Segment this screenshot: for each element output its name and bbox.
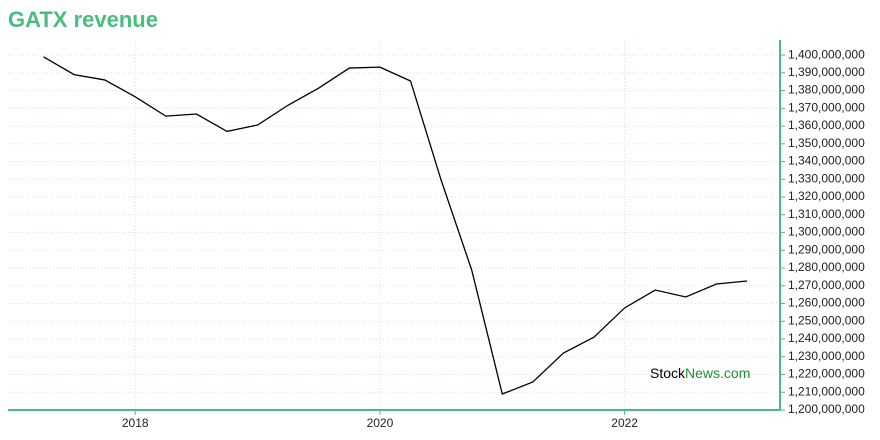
y-tick-label: 1,370,000,000 [788,100,865,114]
y-tick-label: 1,230,000,000 [788,349,865,363]
x-tick-label: 2022 [611,416,638,430]
y-tick-label: 1,350,000,000 [788,136,865,150]
watermark-news: News.com [685,365,750,381]
y-tick-label: 1,390,000,000 [788,65,865,79]
y-tick-label: 1,290,000,000 [788,242,865,256]
y-tick-label: 1,340,000,000 [788,154,865,168]
y-tick-label: 1,200,000,000 [788,402,865,416]
x-tick-label: 2020 [367,416,394,430]
y-tick-label: 1,310,000,000 [788,207,865,221]
y-tick-label: 1,380,000,000 [788,83,865,97]
y-tick-label: 1,400,000,000 [788,47,865,61]
y-tick-label: 1,360,000,000 [788,118,865,132]
y-tick-label: 1,330,000,000 [788,171,865,185]
y-tick-label: 1,220,000,000 [788,367,865,381]
watermark: StockNews.com [650,365,750,381]
y-tick-label: 1,250,000,000 [788,313,865,327]
chart-title: GATX revenue [8,7,158,32]
y-tick-label: 1,280,000,000 [788,260,865,274]
y-tick-label: 1,260,000,000 [788,296,865,310]
x-tick-label: 2018 [122,416,149,430]
y-tick-label: 1,210,000,000 [788,384,865,398]
y-tick-label: 1,300,000,000 [788,225,865,239]
line [43,56,748,395]
y-tick-label: 1,270,000,000 [788,278,865,292]
watermark-stock: Stock [650,365,686,381]
y-tick-label: 1,240,000,000 [788,331,865,345]
y-tick-label: 1,320,000,000 [788,189,865,203]
